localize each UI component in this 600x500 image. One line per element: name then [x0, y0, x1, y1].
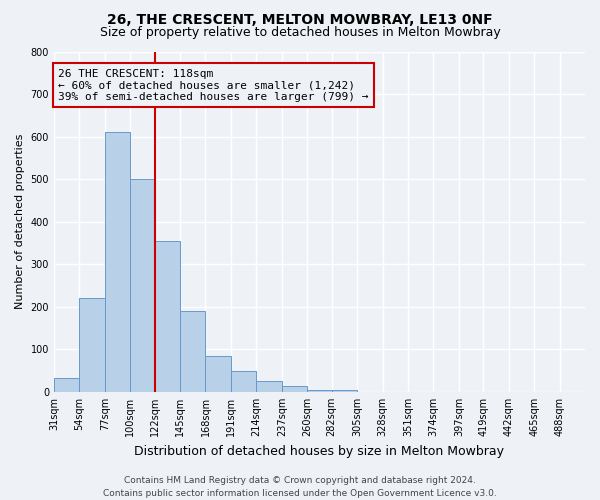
- Bar: [180, 311, 205, 392]
- Bar: [54, 378, 79, 392]
- Text: 26, THE CRESCENT, MELTON MOWBRAY, LE13 0NF: 26, THE CRESCENT, MELTON MOWBRAY, LE13 0…: [107, 12, 493, 26]
- Y-axis label: Number of detached properties: Number of detached properties: [15, 134, 25, 310]
- Text: Contains HM Land Registry data © Crown copyright and database right 2024.
Contai: Contains HM Land Registry data © Crown c…: [103, 476, 497, 498]
- Bar: [155, 241, 180, 392]
- Bar: [282, 386, 307, 392]
- Bar: [79, 298, 105, 392]
- Bar: [105, 132, 130, 392]
- Bar: [256, 382, 282, 392]
- Bar: [231, 370, 256, 392]
- Bar: [130, 179, 155, 392]
- Bar: [205, 356, 231, 392]
- Bar: [307, 390, 332, 392]
- X-axis label: Distribution of detached houses by size in Melton Mowbray: Distribution of detached houses by size …: [134, 444, 505, 458]
- Text: Size of property relative to detached houses in Melton Mowbray: Size of property relative to detached ho…: [100, 26, 500, 39]
- Text: 26 THE CRESCENT: 118sqm
← 60% of detached houses are smaller (1,242)
39% of semi: 26 THE CRESCENT: 118sqm ← 60% of detache…: [58, 68, 369, 102]
- Bar: [332, 390, 357, 392]
